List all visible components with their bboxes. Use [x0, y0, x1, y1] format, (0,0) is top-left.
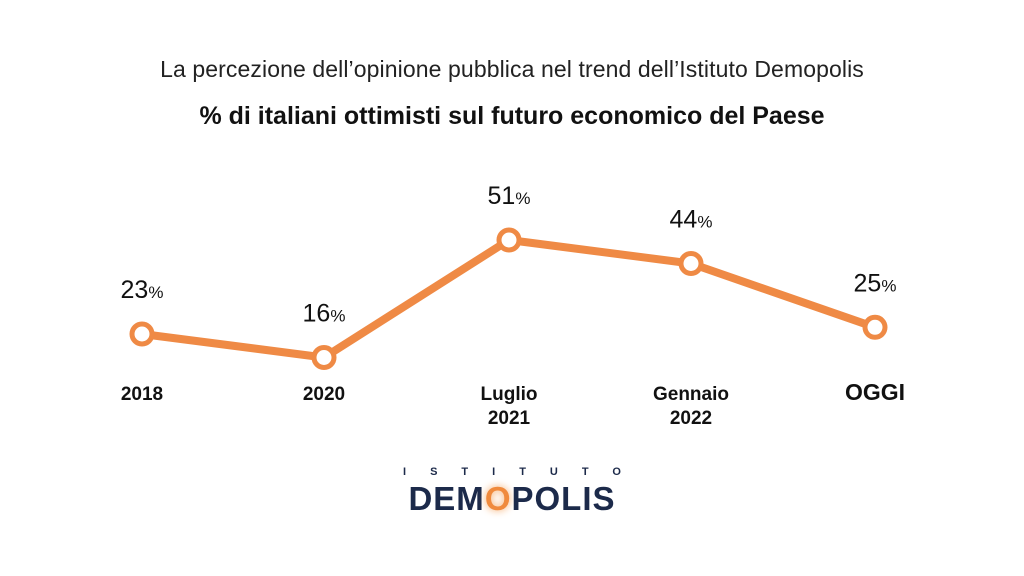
data-point — [311, 345, 337, 370]
data-label: 44% — [670, 206, 713, 234]
x-tick-label: Luglio 2021 — [481, 384, 538, 429]
x-tick-label: 2018 — [121, 384, 163, 405]
data-point — [678, 251, 704, 276]
data-label: 16% — [303, 300, 346, 328]
data-label: 51% — [488, 182, 531, 210]
data-point — [129, 321, 155, 347]
x-tick-label: OGGI — [845, 379, 905, 405]
series-line — [138, 236, 879, 362]
x-tick-label: 2020 — [303, 384, 345, 405]
logo-top-text: ISTITUTO — [403, 466, 645, 478]
x-tick-label: Gennaio 2022 — [653, 384, 729, 429]
chart-subtitle: La percezione dell’opinione pubblica nel… — [160, 56, 864, 82]
demopolis-logo: ISTITUTO DEMOPOLIS — [0, 466, 1024, 518]
data-point — [862, 314, 888, 340]
logo-main-text: DEMOPOLIS — [408, 480, 616, 517]
data-label: 23% — [121, 276, 164, 304]
data-label: 25% — [854, 269, 897, 297]
data-point — [496, 227, 522, 253]
chart-title: % di italiani ottimisti sul futuro econo… — [199, 102, 825, 130]
